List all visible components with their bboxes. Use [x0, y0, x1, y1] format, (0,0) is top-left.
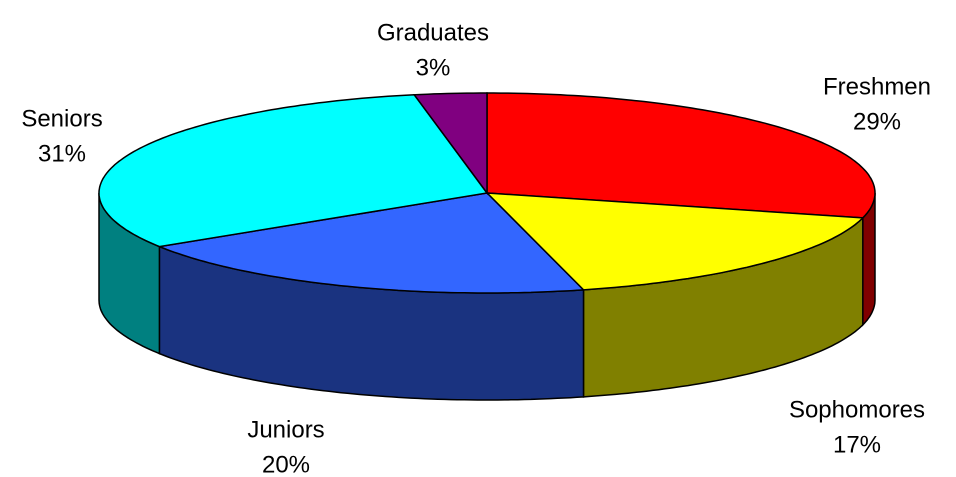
- slice-value-label: 3%: [416, 54, 451, 81]
- slice: [412, 92, 488, 196]
- slice-label: Juniors: [247, 416, 324, 443]
- slice-value-label: 17%: [833, 431, 881, 458]
- slice: [156, 192, 586, 294]
- slice-value-label: 31%: [38, 140, 86, 167]
- slice-label: Seniors: [21, 105, 102, 132]
- slice: [98, 94, 489, 248]
- slice-label: Graduates: [377, 19, 489, 46]
- slice-label: Sophomores: [789, 396, 925, 423]
- slice: [485, 192, 865, 291]
- slice-value-label: 29%: [853, 108, 901, 135]
- slice-value-label: 20%: [262, 451, 310, 477]
- slice-label: Freshmen: [823, 73, 931, 100]
- slice: [486, 92, 876, 219]
